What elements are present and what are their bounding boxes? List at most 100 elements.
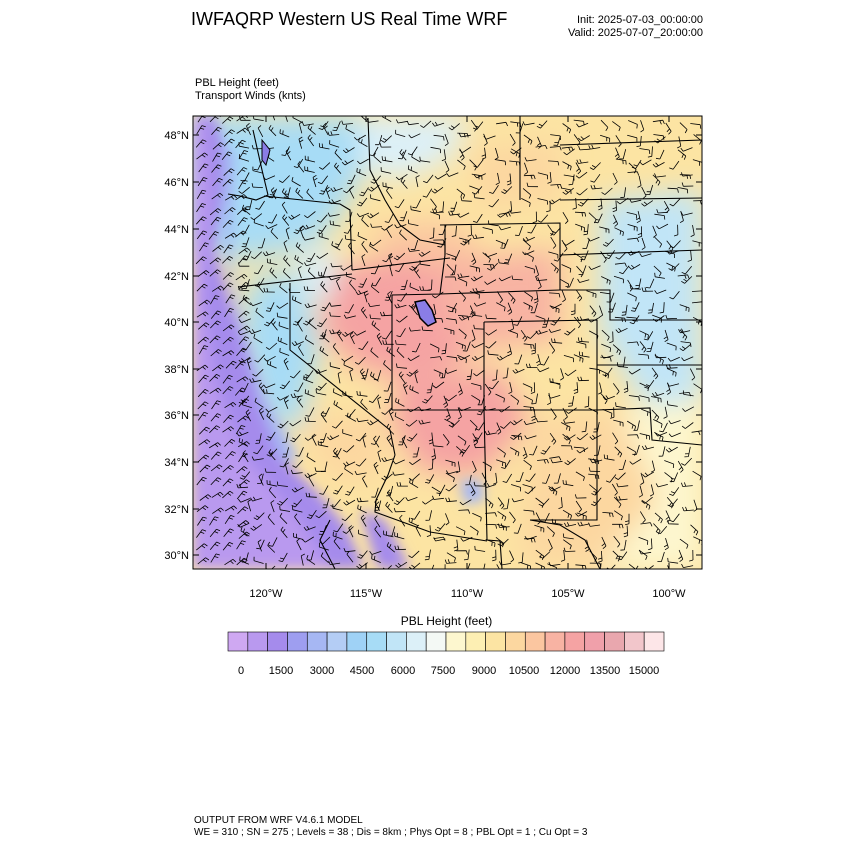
wind-barb — [329, 329, 342, 335]
wind-barb — [614, 262, 627, 267]
colorbar — [227, 631, 665, 652]
wind-barb — [322, 122, 329, 135]
wind-barb — [268, 214, 278, 224]
wind-barb — [474, 545, 486, 552]
wind-barb — [359, 368, 366, 381]
wind-barb — [360, 306, 368, 319]
wind-barb — [195, 216, 207, 225]
wind-barb — [496, 121, 508, 127]
wind-barb — [615, 496, 628, 501]
wind-barb — [283, 240, 288, 253]
wind-barb — [302, 224, 316, 230]
wind-barb — [460, 238, 472, 246]
wind-barb — [602, 395, 615, 401]
wind-barb — [568, 174, 575, 186]
lat-label: 46°N — [164, 177, 189, 189]
wind-barb — [605, 474, 617, 483]
wind-barb — [681, 422, 694, 429]
wind-barb — [612, 383, 620, 395]
wind-barb — [222, 178, 234, 187]
pbl-height-field — [193, 116, 702, 569]
wind-barb — [395, 262, 405, 272]
wind-barb — [582, 238, 590, 249]
wind-barb — [222, 386, 234, 395]
wind-barb — [209, 516, 219, 526]
wind-barb — [499, 561, 512, 566]
colorbar-box — [544, 631, 566, 652]
wind-barb — [292, 459, 304, 468]
border-nv-id-ut — [351, 257, 451, 271]
wind-barb — [580, 250, 589, 261]
wind-barb — [523, 420, 536, 425]
wind-barb — [283, 255, 291, 267]
wind-barb — [618, 459, 627, 470]
lon-label: 115°W — [350, 588, 383, 600]
wind-barb — [460, 536, 473, 542]
wind-barb — [330, 262, 343, 268]
wind-barb — [198, 163, 209, 173]
wind-barb — [471, 460, 477, 474]
wind-barb — [374, 515, 381, 528]
wind-barb — [627, 341, 639, 346]
wind-barb — [406, 433, 418, 442]
wind-barb — [550, 262, 559, 274]
wind-barb — [441, 149, 446, 162]
wind-barb — [318, 232, 329, 240]
wind-barb — [239, 471, 251, 480]
wind-barb — [502, 367, 509, 379]
wind-barb — [256, 281, 264, 294]
wind-barb — [501, 186, 513, 194]
wind-barb — [304, 262, 317, 267]
wind-barb — [473, 173, 486, 179]
wind-barb — [394, 412, 405, 422]
wind-barb — [236, 127, 249, 134]
wind-barb — [253, 333, 263, 344]
wind-barb — [283, 396, 289, 410]
wind-barb — [285, 148, 292, 161]
wind-barb — [451, 250, 461, 260]
colorbar-box — [584, 631, 605, 652]
wind-barb — [587, 316, 600, 323]
wind-barb — [562, 479, 574, 487]
wind-barb — [584, 539, 590, 552]
wind-barb — [196, 364, 209, 372]
wind-barb — [363, 290, 369, 303]
wind-barb — [367, 212, 380, 219]
wind-barb — [497, 523, 510, 528]
wind-barb — [370, 435, 381, 445]
wind-barb — [497, 538, 509, 547]
wind-barb — [224, 402, 237, 409]
wind-barb — [515, 225, 523, 236]
wind-barb — [484, 482, 497, 488]
wind-barb — [502, 473, 513, 483]
wind-barb — [629, 458, 642, 465]
wind-barb — [430, 198, 437, 211]
wind-barb — [628, 120, 638, 129]
wind-barb — [292, 505, 303, 513]
wind-barb — [268, 537, 278, 547]
wind-barb — [524, 252, 534, 262]
wind-barb — [329, 220, 341, 227]
wind-barb — [318, 271, 329, 278]
border-wy-south — [439, 289, 561, 295]
wind-barb — [669, 290, 680, 300]
wind-barb — [667, 565, 670, 569]
wind-barb — [652, 314, 662, 323]
border-nd — [559, 139, 702, 146]
wind-barb — [601, 536, 607, 550]
wind-barb — [377, 449, 382, 462]
wind-barb — [236, 431, 249, 437]
wind-barb — [426, 382, 433, 394]
wind-barb — [467, 563, 471, 569]
wind-barb — [563, 148, 575, 156]
wind-barb — [560, 549, 566, 562]
wind-barb — [253, 556, 264, 564]
wind-barb — [639, 148, 651, 155]
wind-barb — [251, 183, 263, 188]
wind-barb — [641, 408, 652, 417]
lon-label: 110°W — [451, 588, 484, 600]
wind-barb — [681, 356, 694, 362]
wind-barb — [369, 314, 381, 320]
wind-barb — [441, 343, 447, 355]
wind-barb — [484, 279, 497, 285]
